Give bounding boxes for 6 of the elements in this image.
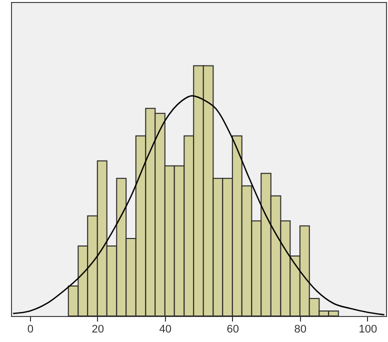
x-tick-label: 80 xyxy=(294,324,307,336)
x-tick-label: 60 xyxy=(226,324,240,336)
x-tick-label: 0 xyxy=(27,324,34,336)
x-tick-label: 40 xyxy=(159,324,172,336)
x-tick-label: 100 xyxy=(358,324,378,336)
x-tick-label: 20 xyxy=(92,324,104,336)
